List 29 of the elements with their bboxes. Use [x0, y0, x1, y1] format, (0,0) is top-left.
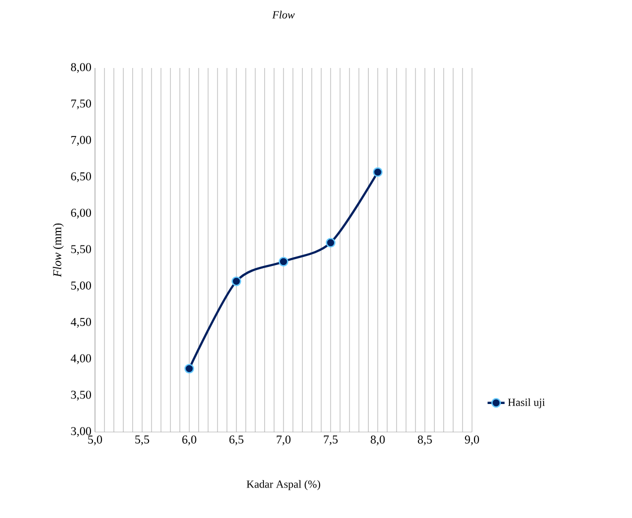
- point: [232, 276, 242, 286]
- y-tick-label: 7,50: [71, 100, 92, 110]
- y-tick-label: 7,00: [71, 136, 92, 146]
- x-tick-label: 5,5: [135, 436, 150, 446]
- x-tick-label: 5,0: [88, 436, 102, 446]
- x-tick-label: 6,5: [229, 436, 244, 446]
- y-axis-title: Flow (mm): [52, 223, 64, 278]
- chart-title: Flow: [272, 10, 295, 18]
- y-tick-label: 5,00: [71, 282, 92, 292]
- x-tick-label: 7,5: [324, 436, 338, 446]
- x-tick-label: 7,0: [276, 436, 291, 446]
- x-axis-title: Kadar Aspal (%): [246, 480, 320, 490]
- y-tick-label: 6,00: [71, 208, 92, 218]
- y-tick-label: 4,00: [70, 354, 92, 364]
- y-tick-label: 6,50: [71, 172, 92, 182]
- point: [278, 256, 288, 266]
- y-tick-label: 3,00: [71, 427, 92, 437]
- x-tick-label: 8,0: [370, 436, 385, 446]
- y-tick-label: 4,50: [70, 318, 92, 328]
- legend-label: Hasil uji: [508, 398, 545, 408]
- x-tick-label: 6,0: [182, 436, 196, 446]
- y-tick-label: 8,00: [71, 63, 92, 73]
- point: [372, 167, 383, 177]
- x-tick-label: 8,5: [418, 436, 432, 446]
- y-tick-label: 5,50: [71, 245, 92, 255]
- point: [326, 238, 336, 248]
- y-tick-label: 3,50: [71, 390, 92, 400]
- x-tick-label: 9,0: [464, 436, 480, 446]
- point: [184, 364, 194, 374]
